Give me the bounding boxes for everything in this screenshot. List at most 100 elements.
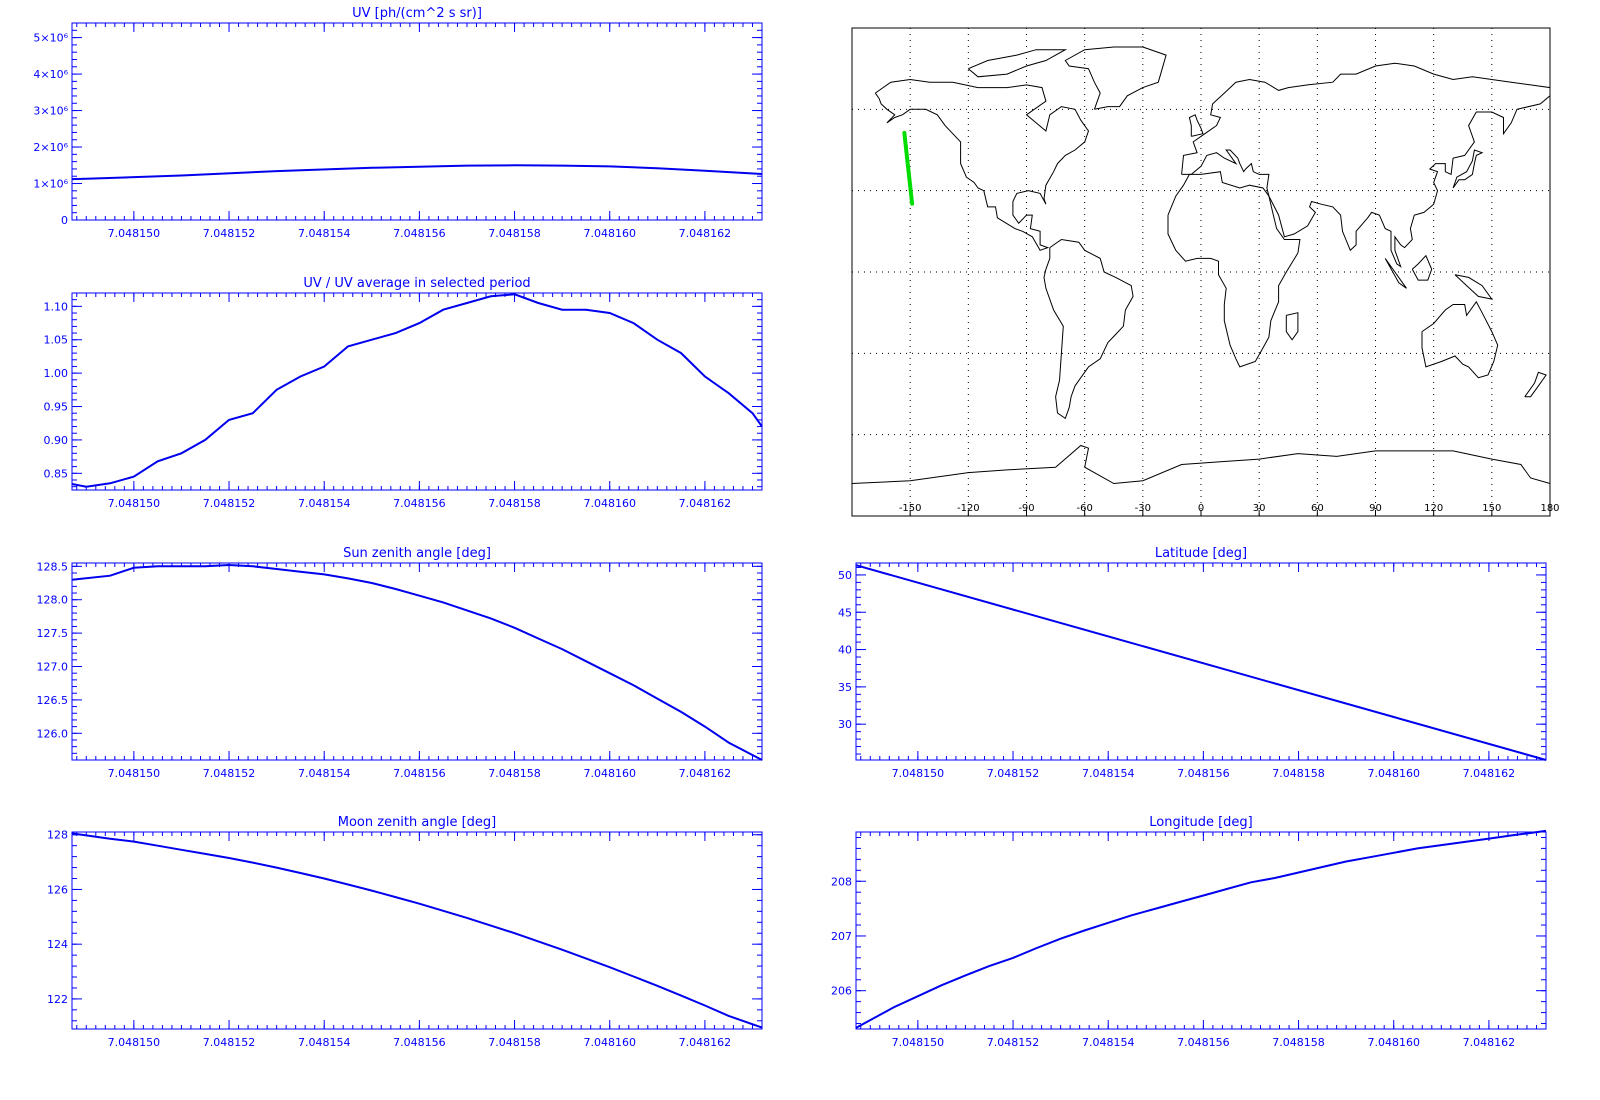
plot-frame [71,292,763,491]
coastline [1411,254,1433,281]
series-line [855,564,1547,761]
y-tick-label: 0.85 [44,467,69,480]
y-tick-label: 124 [47,938,68,951]
x-tick-label: 7.048162 [1463,1036,1516,1049]
chart-title: Latitude [deg] [1155,546,1247,561]
y-tick-label: 1.10 [44,300,69,313]
chart-panel-1: UV [ph/(cm^2 s sr)] 7.048150 7.048152 7.048… [33,6,763,240]
x-tick-label: 7.048152 [987,767,1040,780]
coastline [1452,149,1484,189]
x-tick-label: 7.048150 [108,497,161,510]
y-tick-label: 50 [838,569,852,582]
x-tick-label: 7.048154 [298,767,351,780]
coastline [874,78,1090,251]
lon-tick-label: 0 [1198,503,1204,514]
lon-tick-label: 30 [1253,503,1266,514]
coastline [1285,312,1299,341]
y-tick-label: 35 [838,681,852,694]
coastline [1421,300,1499,379]
chart-panel-5: Moon zenith angle [deg] 7.048150 7.048152 7… [47,815,763,1049]
x-tick-label: 7.048156 [1177,767,1230,780]
y-tick-label: 207 [831,930,852,943]
x-tick-label: 7.048162 [679,227,732,240]
x-tick-label: 7.048156 [1177,1036,1230,1049]
coastline [967,49,1068,78]
y-tick-label: 4×10⁶ [33,68,68,81]
coastline [1167,171,1301,368]
x-tick-label: 7.048154 [298,1036,351,1049]
y-tick-label: 30 [838,718,852,731]
x-tick-label: 7.048160 [1367,1036,1420,1049]
series-line [71,293,763,488]
x-tick-label: 7.048158 [488,767,541,780]
coastline [1181,62,1551,268]
y-tick-label: 2×10⁶ [33,141,68,154]
x-tick-label: 7.048154 [1082,1036,1135,1049]
x-tick-label: 7.048156 [393,497,446,510]
x-tick-label: 7.048154 [298,497,351,510]
x-tick-label: 7.048158 [488,497,541,510]
y-tick-label: 126.0 [37,727,69,740]
plot-frame [71,562,763,761]
x-tick-label: 7.048162 [679,1036,732,1049]
chart-title: UV / UV average in selected period [303,276,530,291]
y-tick-label: 3×10⁶ [33,105,68,118]
y-tick-label: 128 [47,829,68,842]
coastline [1524,371,1547,398]
y-tick-label: 1×10⁶ [33,178,68,191]
lon-tick-label: -30 [1135,503,1151,514]
x-tick-label: 7.048160 [583,767,636,780]
y-tick-label: 126 [47,883,68,896]
y-tick-label: 40 [838,644,852,657]
x-tick-label: 7.048154 [1082,767,1135,780]
plot-frame [855,831,1547,1030]
plot-frame [71,831,763,1030]
y-tick-label: 122 [47,993,68,1006]
y-tick-label: 208 [831,875,852,888]
coastline [1064,46,1167,110]
y-tick-label: 0.90 [44,434,69,447]
x-tick-label: 7.048156 [393,227,446,240]
x-tick-label: 7.048158 [1272,767,1325,780]
y-tick-label: 127.5 [37,627,69,640]
x-tick-label: 7.048162 [679,497,732,510]
y-tick-label: 127.0 [37,661,69,674]
coastline [1384,258,1407,289]
x-tick-label: 7.048152 [203,1036,256,1049]
x-tick-label: 7.048152 [203,767,256,780]
y-tick-label: 0 [61,214,68,227]
lon-tick-label: -120 [957,503,980,514]
series-line [855,829,1547,1029]
lon-tick-label: 120 [1424,503,1443,514]
x-tick-label: 7.048162 [679,767,732,780]
lon-tick-label: 60 [1311,503,1324,514]
lon-tick-label: -60 [1076,503,1092,514]
x-tick-label: 7.048158 [488,1036,541,1049]
chart-panel-4: Latitude [deg] 7.048150 7.048152 7.048154 7.… [838,546,1547,780]
chart-title: Sun zenith angle [deg] [343,546,491,561]
y-tick-label: 45 [838,606,852,619]
x-tick-label: 7.048150 [892,767,945,780]
chart-panel-6: Longitude [deg] 7.048150 7.048152 7.048154 7… [831,815,1547,1049]
lon-tick-label: 150 [1482,503,1501,514]
x-tick-label: 7.048152 [203,227,256,240]
x-tick-label: 7.048160 [583,1036,636,1049]
lon-tick-label: -90 [1018,503,1034,514]
chart-panel-2: UV / UV average in selected period 7.0481… [44,276,763,510]
x-tick-label: 7.048158 [488,227,541,240]
x-tick-label: 7.048150 [108,1036,161,1049]
y-tick-label: 206 [831,985,852,998]
coastline [1188,114,1204,137]
x-tick-label: 7.048158 [1272,1036,1325,1049]
x-tick-label: 7.048150 [108,227,161,240]
series-line [71,832,763,1029]
chart-title: Moon zenith angle [deg] [338,815,496,830]
y-tick-label: 126.5 [37,694,69,707]
lon-tick-label: 90 [1369,503,1382,514]
y-tick-label: 5×10⁶ [33,32,68,45]
lon-tick-label: -150 [899,503,922,514]
x-tick-label: 7.048152 [203,497,256,510]
coastline [851,444,1551,485]
plot-frame [71,22,763,221]
